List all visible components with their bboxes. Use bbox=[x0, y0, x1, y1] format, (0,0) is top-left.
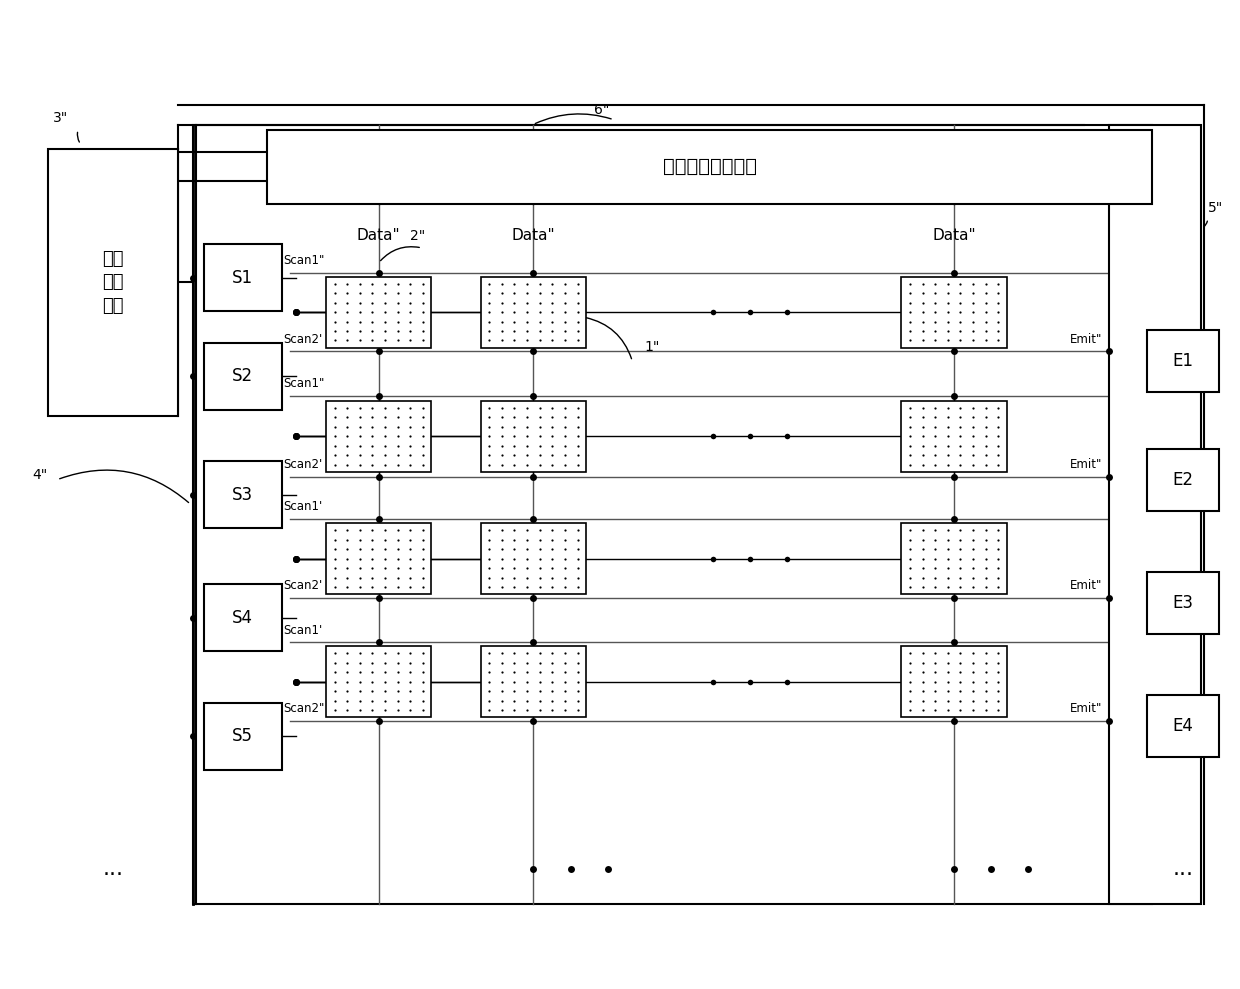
Text: Emit": Emit" bbox=[1070, 702, 1102, 715]
Text: S2: S2 bbox=[232, 367, 253, 385]
Text: 2": 2" bbox=[409, 229, 425, 243]
Text: 3": 3" bbox=[53, 111, 68, 125]
Bar bbox=[1147, 572, 1219, 634]
Text: Scan2': Scan2' bbox=[284, 332, 322, 345]
Bar bbox=[481, 277, 587, 347]
Bar bbox=[1109, 125, 1202, 904]
Text: 6": 6" bbox=[594, 103, 609, 117]
Text: Data": Data" bbox=[932, 228, 976, 243]
Bar bbox=[901, 401, 1007, 472]
Bar bbox=[481, 647, 587, 717]
Bar bbox=[48, 149, 179, 415]
Bar bbox=[901, 523, 1007, 594]
Text: Scan1': Scan1' bbox=[284, 623, 322, 637]
Text: Scan2": Scan2" bbox=[284, 702, 325, 715]
Text: E3: E3 bbox=[1173, 594, 1193, 612]
Bar bbox=[1147, 449, 1219, 510]
Text: S1: S1 bbox=[232, 269, 253, 287]
Text: Scan1": Scan1" bbox=[284, 254, 325, 267]
Bar bbox=[1147, 330, 1219, 393]
Bar bbox=[1147, 695, 1219, 758]
Text: Scan1': Scan1' bbox=[284, 500, 322, 513]
Bar bbox=[203, 342, 281, 409]
Bar bbox=[481, 523, 587, 594]
Bar bbox=[481, 401, 587, 472]
Text: S4: S4 bbox=[232, 609, 253, 627]
Text: ...: ... bbox=[102, 859, 123, 879]
Text: Data": Data" bbox=[357, 228, 401, 243]
Text: Data": Data" bbox=[512, 228, 556, 243]
Bar bbox=[326, 277, 432, 347]
Text: 1": 1" bbox=[645, 339, 660, 353]
Bar bbox=[326, 401, 432, 472]
Text: Scan1": Scan1" bbox=[284, 377, 325, 390]
Text: 数据信号发生电路: 数据信号发生电路 bbox=[662, 157, 756, 176]
Bar bbox=[193, 125, 1152, 904]
Bar bbox=[901, 647, 1007, 717]
Bar bbox=[901, 277, 1007, 347]
Bar bbox=[326, 647, 432, 717]
Text: E1: E1 bbox=[1173, 352, 1193, 370]
Text: Emit": Emit" bbox=[1070, 580, 1102, 592]
Bar bbox=[268, 130, 1152, 204]
Text: Emit": Emit" bbox=[1070, 332, 1102, 345]
Bar bbox=[326, 523, 432, 594]
Text: 4": 4" bbox=[32, 468, 47, 482]
Text: E4: E4 bbox=[1173, 717, 1193, 735]
Bar bbox=[203, 702, 281, 769]
Bar bbox=[203, 461, 281, 528]
Bar bbox=[203, 244, 281, 312]
Text: S3: S3 bbox=[232, 486, 253, 503]
Text: 时序
控制
电路: 时序 控制 电路 bbox=[103, 250, 124, 315]
Text: E2: E2 bbox=[1173, 471, 1193, 489]
Text: Emit": Emit" bbox=[1070, 458, 1102, 471]
Bar bbox=[203, 584, 281, 652]
Text: Scan2': Scan2' bbox=[284, 580, 322, 592]
Text: Scan2': Scan2' bbox=[284, 458, 322, 471]
Text: ...: ... bbox=[1173, 859, 1193, 879]
Text: 5": 5" bbox=[1208, 202, 1223, 216]
Text: S5: S5 bbox=[232, 727, 253, 745]
